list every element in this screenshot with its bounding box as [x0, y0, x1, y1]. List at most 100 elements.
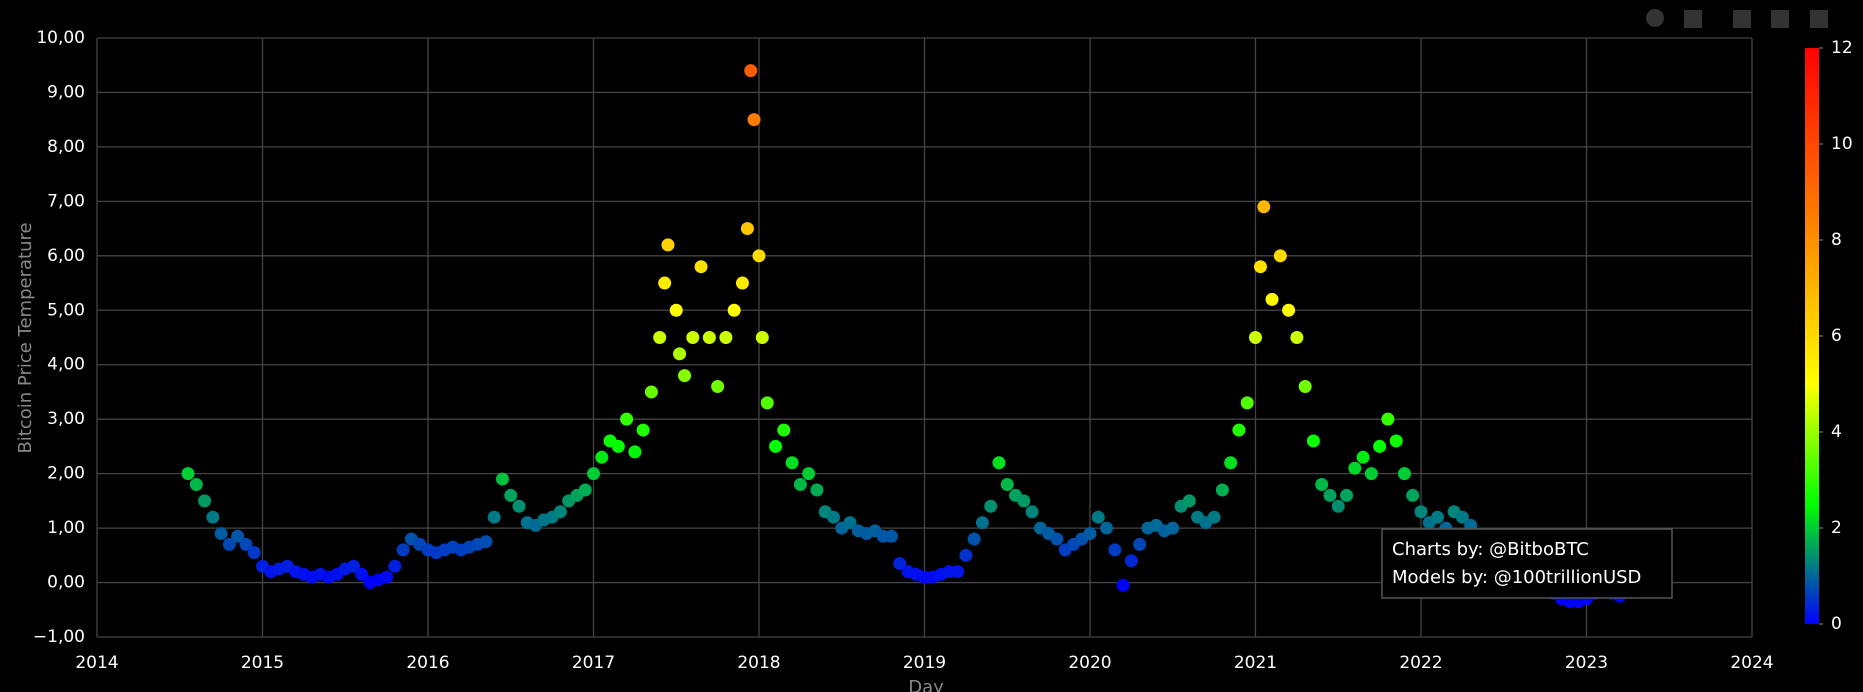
- point: [222, 537, 236, 551]
- point: [578, 483, 592, 497]
- point: [735, 276, 749, 290]
- point: [396, 543, 410, 557]
- x-tick-label: 2022: [1399, 653, 1442, 673]
- zoom-out-icon[interactable]: [1771, 10, 1789, 28]
- colorbar-tick-label: 10: [1831, 134, 1853, 154]
- point: [1348, 461, 1362, 475]
- x-tick-label: 2014: [75, 653, 118, 673]
- point: [1000, 478, 1014, 492]
- point: [802, 467, 816, 481]
- point: [967, 532, 981, 546]
- point: [231, 529, 245, 543]
- point: [744, 64, 758, 78]
- point: [694, 260, 708, 274]
- point: [1083, 527, 1097, 541]
- point: [1265, 292, 1279, 306]
- point: [678, 369, 692, 383]
- point: [755, 331, 769, 344]
- point: [595, 450, 609, 464]
- x-tick-label: 2018: [737, 653, 780, 673]
- y-tick-label: 6,00: [47, 246, 85, 266]
- x-tick-label: 2024: [1730, 653, 1773, 673]
- point: [1224, 456, 1238, 470]
- point: [1116, 578, 1130, 592]
- x-axis-title: Day: [908, 677, 944, 692]
- x-tick-label: 2016: [406, 653, 449, 673]
- point: [843, 516, 857, 530]
- zoom-in-icon[interactable]: [1733, 10, 1751, 28]
- point: [214, 527, 228, 541]
- point: [504, 488, 518, 502]
- point: [189, 478, 203, 492]
- point: [1331, 499, 1345, 513]
- point: [702, 331, 716, 344]
- point: [884, 529, 898, 543]
- point: [628, 445, 642, 459]
- point: [1290, 331, 1304, 344]
- y-tick-label: 4,00: [47, 355, 85, 375]
- point: [673, 347, 687, 361]
- point: [669, 303, 683, 317]
- point: [1253, 260, 1267, 274]
- zoom-icon[interactable]: [1646, 9, 1664, 27]
- point: [653, 331, 667, 344]
- point: [1431, 510, 1445, 524]
- point: [1315, 478, 1329, 492]
- point: [1166, 521, 1180, 535]
- point: [1373, 439, 1387, 453]
- point: [1133, 537, 1147, 551]
- point: [752, 249, 766, 263]
- point: [512, 499, 526, 513]
- point: [620, 412, 634, 426]
- point: [951, 565, 965, 579]
- point: [1182, 494, 1196, 508]
- point: [1100, 521, 1114, 535]
- colorbar-tick-label: 0: [1831, 614, 1842, 634]
- point: [747, 113, 761, 127]
- point: [826, 510, 840, 524]
- y-tick-label: 8,00: [47, 137, 85, 157]
- point: [1273, 249, 1287, 263]
- point: [587, 467, 600, 481]
- x-tick-label: 2020: [1068, 653, 1111, 673]
- pan-icon[interactable]: [1684, 10, 1702, 28]
- point: [1381, 412, 1395, 426]
- point: [740, 222, 754, 236]
- point: [686, 331, 700, 344]
- point: [810, 483, 824, 497]
- point: [1025, 505, 1039, 519]
- point: [711, 380, 725, 394]
- point: [658, 276, 672, 290]
- point: [975, 516, 989, 530]
- colorbar: [1805, 48, 1819, 624]
- point: [777, 423, 791, 437]
- point: [1364, 467, 1378, 481]
- y-tick-label: −1,00: [33, 627, 85, 647]
- point: [479, 535, 493, 549]
- point: [785, 456, 799, 470]
- point: [992, 456, 1006, 470]
- annotation-box: [1381, 528, 1673, 599]
- point: [380, 570, 394, 584]
- point: [1257, 200, 1271, 214]
- point: [893, 556, 907, 570]
- colorbar-tick-label: 8: [1831, 230, 1842, 250]
- y-tick-label: 9,00: [47, 82, 85, 102]
- point: [719, 331, 733, 344]
- point: [661, 238, 675, 252]
- point: [239, 537, 253, 551]
- point: [1340, 488, 1354, 502]
- point: [1050, 532, 1064, 546]
- point: [1091, 510, 1105, 524]
- y-tick-label: 2,00: [47, 464, 85, 484]
- point: [1108, 543, 1122, 557]
- toolbar: [1646, 9, 1828, 28]
- point: [1389, 434, 1403, 448]
- point: [1414, 505, 1428, 519]
- point: [181, 467, 195, 481]
- point: [1455, 510, 1469, 524]
- reset-icon[interactable]: [1810, 10, 1828, 28]
- point: [793, 478, 807, 492]
- point: [487, 510, 501, 524]
